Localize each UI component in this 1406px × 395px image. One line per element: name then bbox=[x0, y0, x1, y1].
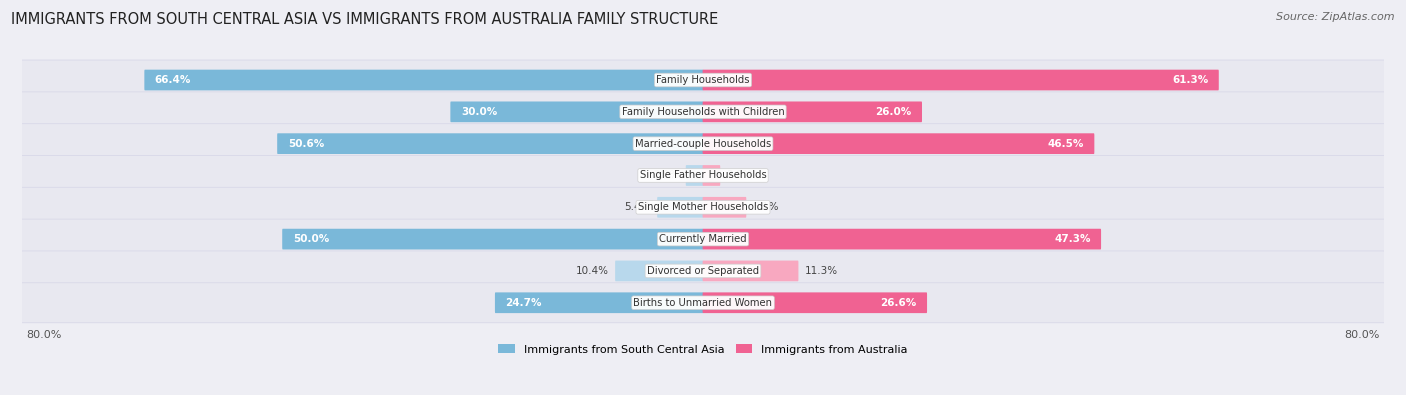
FancyBboxPatch shape bbox=[495, 292, 703, 313]
FancyBboxPatch shape bbox=[145, 70, 703, 90]
Text: 5.1%: 5.1% bbox=[752, 202, 779, 212]
Text: 10.4%: 10.4% bbox=[576, 266, 609, 276]
FancyBboxPatch shape bbox=[703, 229, 1101, 250]
Text: 26.6%: 26.6% bbox=[880, 298, 917, 308]
FancyBboxPatch shape bbox=[703, 197, 747, 218]
Text: Divorced or Separated: Divorced or Separated bbox=[647, 266, 759, 276]
FancyBboxPatch shape bbox=[21, 283, 1385, 323]
Text: Family Households: Family Households bbox=[657, 75, 749, 85]
Text: 26.0%: 26.0% bbox=[876, 107, 911, 117]
FancyBboxPatch shape bbox=[277, 133, 703, 154]
Text: Source: ZipAtlas.com: Source: ZipAtlas.com bbox=[1277, 12, 1395, 22]
Text: 80.0%: 80.0% bbox=[27, 330, 62, 340]
Text: 30.0%: 30.0% bbox=[461, 107, 498, 117]
FancyBboxPatch shape bbox=[450, 102, 703, 122]
FancyBboxPatch shape bbox=[703, 70, 1219, 90]
Text: 61.3%: 61.3% bbox=[1173, 75, 1208, 85]
FancyBboxPatch shape bbox=[703, 133, 1094, 154]
Text: Single Mother Households: Single Mother Households bbox=[638, 202, 768, 212]
FancyBboxPatch shape bbox=[657, 197, 703, 218]
FancyBboxPatch shape bbox=[616, 261, 703, 281]
FancyBboxPatch shape bbox=[21, 187, 1385, 227]
FancyBboxPatch shape bbox=[703, 102, 922, 122]
FancyBboxPatch shape bbox=[703, 261, 799, 281]
Text: 5.4%: 5.4% bbox=[624, 202, 651, 212]
FancyBboxPatch shape bbox=[686, 165, 703, 186]
FancyBboxPatch shape bbox=[21, 251, 1385, 291]
FancyBboxPatch shape bbox=[21, 60, 1385, 100]
Text: 24.7%: 24.7% bbox=[505, 298, 541, 308]
Text: 2.0%: 2.0% bbox=[652, 171, 679, 181]
FancyBboxPatch shape bbox=[21, 156, 1385, 196]
Text: Currently Married: Currently Married bbox=[659, 234, 747, 244]
Text: Family Households with Children: Family Households with Children bbox=[621, 107, 785, 117]
Text: 2.0%: 2.0% bbox=[727, 171, 754, 181]
FancyBboxPatch shape bbox=[283, 229, 703, 250]
FancyBboxPatch shape bbox=[21, 219, 1385, 259]
Legend: Immigrants from South Central Asia, Immigrants from Australia: Immigrants from South Central Asia, Immi… bbox=[498, 344, 908, 355]
FancyBboxPatch shape bbox=[21, 92, 1385, 132]
FancyBboxPatch shape bbox=[703, 165, 720, 186]
Text: 47.3%: 47.3% bbox=[1054, 234, 1091, 244]
Text: 66.4%: 66.4% bbox=[155, 75, 191, 85]
Text: Married-couple Households: Married-couple Households bbox=[636, 139, 770, 149]
Text: 80.0%: 80.0% bbox=[1344, 330, 1379, 340]
Text: Single Father Households: Single Father Households bbox=[640, 171, 766, 181]
Text: 11.3%: 11.3% bbox=[804, 266, 838, 276]
Text: IMMIGRANTS FROM SOUTH CENTRAL ASIA VS IMMIGRANTS FROM AUSTRALIA FAMILY STRUCTURE: IMMIGRANTS FROM SOUTH CENTRAL ASIA VS IM… bbox=[11, 12, 718, 27]
Text: 50.0%: 50.0% bbox=[292, 234, 329, 244]
Text: Births to Unmarried Women: Births to Unmarried Women bbox=[634, 298, 772, 308]
FancyBboxPatch shape bbox=[21, 124, 1385, 164]
Text: 50.6%: 50.6% bbox=[288, 139, 323, 149]
FancyBboxPatch shape bbox=[703, 292, 927, 313]
Text: 46.5%: 46.5% bbox=[1047, 139, 1084, 149]
